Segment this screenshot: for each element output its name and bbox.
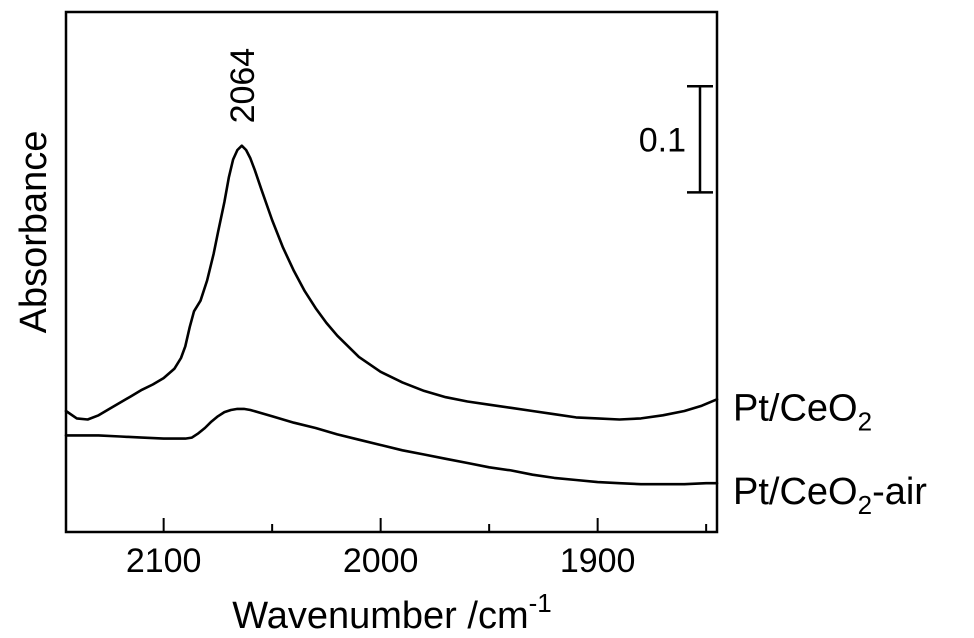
x-tick-label: 2000 (343, 542, 419, 580)
series-label-suffix: -air (872, 471, 927, 513)
x-tick-label: 2100 (126, 542, 202, 580)
series-label-main: Pt/CeO (733, 471, 858, 513)
scale-bar: 0.1 (639, 85, 713, 194)
x-tick-label: 1900 (560, 542, 636, 580)
curves-layer (64, 144, 719, 486)
series-label-subscript: 2 (858, 490, 872, 520)
peak-annotation: 2064 (224, 48, 262, 124)
series-line-0 (64, 144, 719, 421)
series-label-pt-ceo2: Pt/CeO2 (733, 387, 872, 436)
x-axis-title-superscript: -1 (529, 588, 552, 618)
y-axis-title: Absorbance (13, 131, 55, 334)
scale-bar-label: 0.1 (639, 121, 686, 159)
plot-frame (64, 10, 719, 534)
series-label-pt-ceo2-air: Pt/CeO2-air (733, 471, 927, 520)
ticks-layer: 2100 2000 1900 (126, 518, 708, 580)
series-label-subscript: 2 (858, 406, 872, 436)
x-axis-title-text: Wavenumber /cm (232, 595, 528, 637)
series-label-main: Pt/CeO (733, 387, 858, 429)
series-line-1 (64, 407, 719, 486)
x-axis-title: Wavenumber /cm-1 (232, 588, 551, 637)
